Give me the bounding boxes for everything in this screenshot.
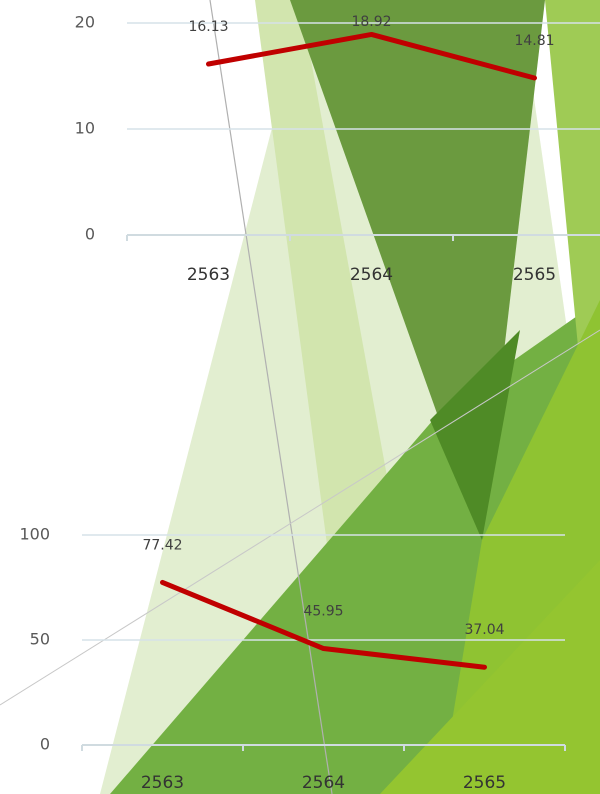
x-tick-label: 2565 bbox=[463, 773, 506, 793]
y-tick-label: 100 bbox=[19, 525, 50, 544]
value-label: 77.42 bbox=[142, 537, 182, 553]
y-tick-label: 0 bbox=[85, 225, 95, 244]
y-tick-label: 0 bbox=[40, 735, 50, 754]
x-tick-label: 2563 bbox=[187, 265, 230, 285]
value-label: 16.13 bbox=[188, 19, 228, 35]
decor-line bbox=[209, 0, 333, 794]
value-label: 37.04 bbox=[464, 622, 504, 638]
value-label: 18.92 bbox=[351, 14, 391, 30]
y-tick-label: 10 bbox=[75, 119, 95, 138]
shape bbox=[430, 330, 520, 540]
x-tick-label: 2564 bbox=[302, 773, 345, 793]
data-line bbox=[160, 579, 487, 670]
shape bbox=[380, 560, 600, 794]
x-tick-label: 2565 bbox=[513, 265, 556, 285]
y-tick-label: 20 bbox=[75, 13, 95, 32]
x-tick-label: 2563 bbox=[141, 773, 184, 793]
chart: 0 10 20 2563 2564 2565 16.13 18.92 14.81 bbox=[75, 13, 600, 285]
y-tick-label: 50 bbox=[30, 630, 50, 649]
shape bbox=[545, 0, 600, 420]
value-label: 14.81 bbox=[514, 33, 554, 49]
x-tick-label: 2564 bbox=[350, 265, 393, 285]
value-label: 45.95 bbox=[303, 604, 343, 620]
data-line bbox=[206, 31, 537, 81]
decor-line bbox=[0, 329, 600, 706]
chart: 0 50 100 2563 2564 2565 77.42 45.95 37.04 bbox=[19, 525, 566, 793]
